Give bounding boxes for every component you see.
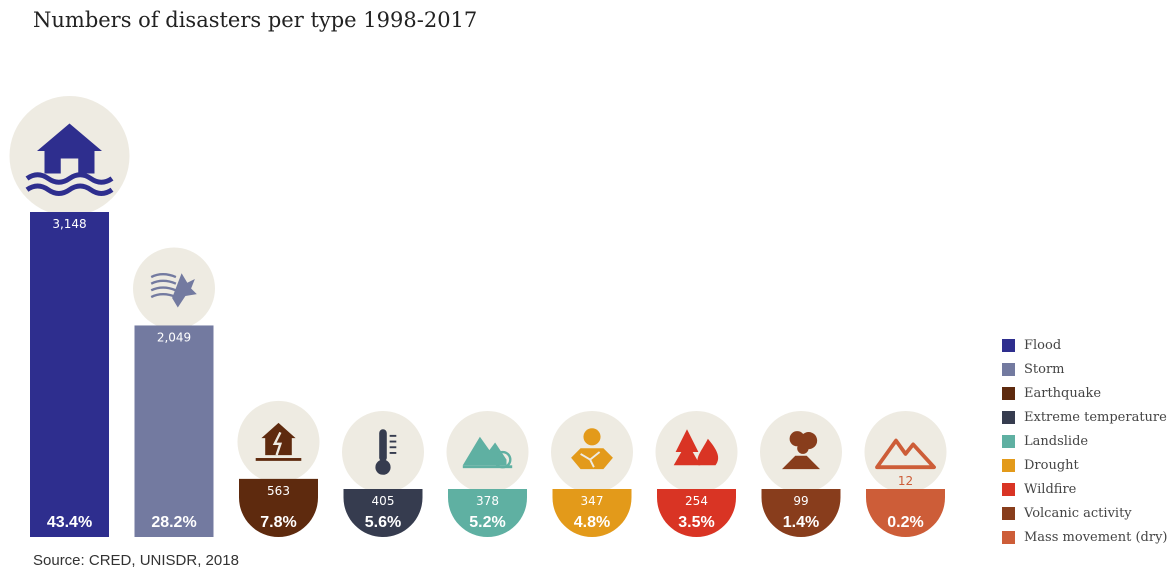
value-label: 3,148 [52,217,86,231]
chart-source: Source: CRED, UNISDR, 2018 [33,552,239,569]
percentage-label: 5.2% [469,514,505,531]
drought-icon [571,428,613,470]
bar-chart: 3,148 43.4% 2,049 28.2% 563 7.8% 405 5.6% 378 5.2… [9,96,947,537]
legend-swatch [1002,362,1015,376]
legend-label: Earthquake [1024,385,1102,401]
percentage-label: 1.4% [783,514,819,531]
value-label: 2,049 [157,330,191,344]
legend-label: Storm [1024,361,1065,377]
landslide-icon [462,436,513,469]
mountain-icon [875,438,936,470]
value-label: 347 [581,494,604,508]
percentage-label: 43.4% [47,514,92,531]
legend-item: Extreme temperature [1002,405,1168,429]
legend-item: Drought [1002,453,1168,477]
value-label: 378 [476,494,499,508]
flooded-house-icon [25,123,114,196]
legend-item: Volcanic activity [1002,501,1168,525]
chart-title: Numbers of disasters per type 1998-2017 [33,8,478,32]
legend-item: Earthquake [1002,381,1168,405]
legend-label: Mass movement (dry) [1024,529,1168,545]
legend-label: Landslide [1024,433,1089,449]
bar-volcanic-activity [761,489,841,537]
legend-item: Landslide [1002,429,1168,453]
legend-label: Wildfire [1024,481,1077,497]
legend-item: Storm [1002,357,1168,381]
storm-wind-icon [150,273,197,308]
percentage-label: 7.8% [260,514,296,531]
legend-swatch [1002,506,1015,520]
value-label: 563 [267,484,290,498]
bar-flood [30,212,109,537]
value-label: 405 [372,494,395,508]
bar-landslide [448,489,527,537]
percentage-label: 28.2% [151,514,196,531]
value-label: 254 [685,494,708,508]
legend-swatch [1002,386,1015,400]
percentage-label: 0.2% [887,514,923,531]
legend-swatch [1002,434,1015,448]
value-label: 12 [898,474,913,488]
legend-swatch [1002,410,1015,424]
volcano-icon [782,431,820,470]
bar-drought [552,489,632,537]
legend-item: Flood [1002,333,1168,357]
legend-swatch [1002,530,1015,544]
value-label: 99 [793,494,808,508]
bar-earthquake [239,478,318,537]
legend-swatch [1002,338,1015,352]
bar-wildfire [657,489,736,537]
legend-label: Extreme temperature [1024,409,1167,425]
wildfire-icon [673,429,719,466]
legend-item: Wildfire [1002,477,1168,501]
bar-mass-movement-dry [866,489,945,537]
legend: Flood Storm Earthquake Extreme temperature L… [1002,333,1168,549]
legend-swatch [1002,458,1015,472]
percentage-label: 4.8% [574,514,610,531]
legend-swatch [1002,482,1015,496]
legend-item: Mass movement (dry) [1002,525,1168,549]
percentage-label: 5.6% [365,514,401,531]
icon-circle [655,411,738,493]
legend-label: Flood [1024,337,1062,353]
bar-extreme-temperature [343,489,423,537]
percentage-label: 3.5% [678,514,714,531]
legend-label: Volcanic activity [1024,505,1132,521]
legend-label: Drought [1024,457,1079,473]
bar-storm [134,325,214,537]
earthquake-house-icon [255,422,302,461]
thermometer-icon [375,429,397,475]
